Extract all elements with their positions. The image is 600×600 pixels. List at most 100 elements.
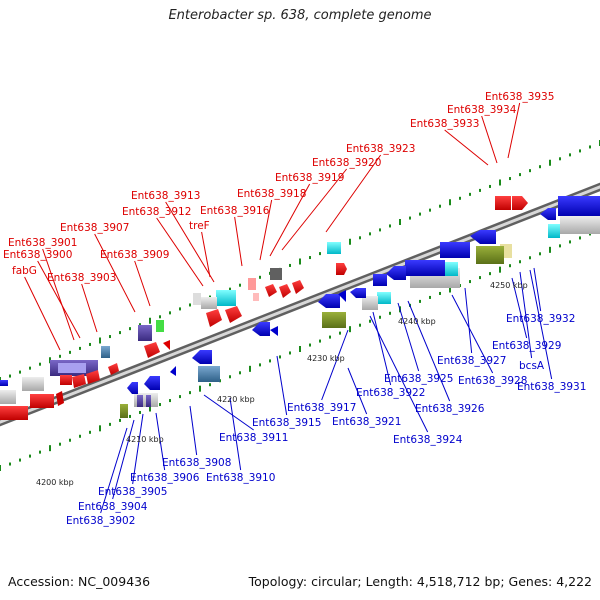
label-ent638-3925[interactable]: Ent638_3925 [384,373,453,385]
tick-mark [9,462,11,466]
label-ent638-3916[interactable]: Ent638_3916 [200,205,270,217]
gene-ent638-3916b[interactable] [253,293,259,301]
gene-ent638-3921b[interactable] [350,288,366,298]
gene-fabG[interactable] [60,375,72,385]
label-ent638-3922[interactable]: Ent638_3922 [356,387,425,399]
label-ent638-3932[interactable]: Ent638_3932 [506,313,575,325]
label-ent638-3927[interactable]: Ent638_3927 [437,355,506,367]
label-ent638-3926[interactable]: Ent638_3926 [415,403,485,415]
label-ent638-3912[interactable]: Ent638_3912 [122,206,191,218]
gene-ent638-3913[interactable] [216,290,236,306]
gene-ent638-3934[interactable] [512,196,528,210]
gene-ent638-3930[interactable] [548,224,560,238]
gene-grey-edge[interactable] [0,390,16,404]
gene-ent638-3922[interactable] [377,292,391,304]
gene-ent638-3907[interactable] [138,325,152,341]
label-ent638-3920[interactable]: Ent638_3920 [312,157,381,169]
label-ent638-3900[interactable]: Ent638_3900 [3,249,72,261]
gene-ent638-3918[interactable] [265,284,277,297]
label-ent638-3910[interactable]: Ent638_3910 [206,472,275,484]
gene-ent638-3917[interactable] [318,294,340,308]
tick-mark [299,258,301,265]
gene-ent638-3915[interactable] [252,322,270,336]
label-bcsa[interactable]: bcsA [519,360,545,372]
gene-ent638-3902[interactable] [120,404,128,418]
gene-ent638-3904[interactable] [127,382,138,394]
label-ent638-3908[interactable]: Ent638_3908 [162,457,231,469]
label-ent638-3907[interactable]: Ent638_3907 [60,222,129,234]
gene-ent638-3907b[interactable] [144,342,160,358]
label-ent638-3917[interactable]: Ent638_3917 [287,402,356,414]
gene-ent638-3906[interactable] [144,376,160,390]
gene-ent638-3911[interactable] [192,350,212,364]
gene-ent638-3924[interactable] [386,266,406,280]
gene-ent638-3935[interactable] [495,196,511,210]
label-ent638-3929[interactable]: Ent638_3929 [492,340,561,352]
gene-ent638-3905b[interactable] [137,395,143,407]
gene-small-red[interactable] [163,340,170,350]
gene-ent638-3909[interactable] [156,320,164,332]
label-tref[interactable]: treF [189,220,210,232]
label-ent638-3906[interactable]: Ent638_3906 [130,472,200,484]
gene-ent638-3921[interactable] [362,296,378,310]
label-ent638-3924[interactable]: Ent638_3924 [393,434,463,446]
label-ent638-3903[interactable]: Ent638_3903 [47,272,116,284]
label-ent638-3921[interactable]: Ent638_3921 [332,416,401,428]
gene-ent638-3928[interactable] [440,242,470,258]
label-ent638-3931[interactable]: Ent638_3931 [517,381,586,393]
leader-line [451,294,494,374]
gene-fabG-b[interactable] [72,374,86,388]
gene-ent638-3917b[interactable] [338,290,346,302]
gene-small-grey[interactable] [193,293,201,305]
gene-treF[interactable] [206,309,222,327]
label-ent638-3928[interactable]: Ent638_3928 [458,375,527,387]
label-ent638-3902[interactable]: Ent638_3902 [66,515,135,527]
gene-ent638-3903[interactable] [101,346,110,358]
gene-fabG-c[interactable] [86,370,100,384]
gene-ent638-3923[interactable] [336,263,347,275]
label-ent638-3909[interactable]: Ent638_3909 [100,249,169,261]
gene-treF-b[interactable] [225,306,242,323]
gene-red-tick[interactable] [56,391,64,406]
gene-bcsA[interactable] [476,246,504,264]
gene-ent638-3900[interactable] [58,363,86,373]
gene-ent638-3920[interactable] [327,242,341,254]
gene-ent638-3919[interactable] [270,268,282,280]
gene-ent638-3932[interactable] [540,208,556,220]
label-ent638-3918[interactable]: Ent638_3918 [237,188,306,200]
label-ent638-3915[interactable]: Ent638_3915 [252,417,321,429]
gene-ent638-3931[interactable] [558,196,600,216]
gene-ent638-3908[interactable] [170,366,176,376]
gene-blue-edge[interactable] [0,380,8,386]
gene-ent638-3903b[interactable] [108,363,119,375]
gene-ent638-3905c[interactable] [146,395,151,407]
gene-red-left[interactable] [30,394,54,408]
gene-ent638-3924b[interactable] [373,274,387,286]
gene-ent638-3917c[interactable] [322,312,346,328]
gene-ent638-3918c[interactable] [292,280,304,294]
label-ent638-3905[interactable]: Ent638_3905 [98,486,167,498]
gene-ent638-3927[interactable] [470,230,496,244]
label-ent638-3911[interactable]: Ent638_3911 [219,432,288,444]
gene-ent638-3925[interactable] [405,260,445,276]
tick-mark [119,331,121,335]
gene-ent638-3929[interactable] [560,216,600,234]
gene-ent638-3926b[interactable] [444,262,458,276]
gene-ent638-3918b[interactable] [279,284,291,298]
label-ent638-3901[interactable]: Ent638_3901 [8,237,77,249]
gene-red-edge[interactable] [0,406,28,420]
gene-ent638-3910[interactable] [198,366,220,382]
gene-grey-left[interactable] [22,377,44,391]
label-ent638-3935[interactable]: Ent638_3935 [485,91,554,103]
label-ent638-3904[interactable]: Ent638_3904 [78,501,148,513]
label-ent638-3923[interactable]: Ent638_3923 [346,143,415,155]
label-ent638-3913[interactable]: Ent638_3913 [131,190,200,202]
label-ent638-3933[interactable]: Ent638_3933 [410,118,479,130]
label-ent638-3919[interactable]: Ent638_3919 [275,172,344,184]
gene-ent638-3916[interactable] [248,278,256,290]
gene-ent638-3915b[interactable] [270,326,278,336]
label-fabg[interactable]: fabG [12,265,37,277]
gene-ent638-3912[interactable] [201,297,217,309]
label-ent638-3934[interactable]: Ent638_3934 [447,104,517,116]
